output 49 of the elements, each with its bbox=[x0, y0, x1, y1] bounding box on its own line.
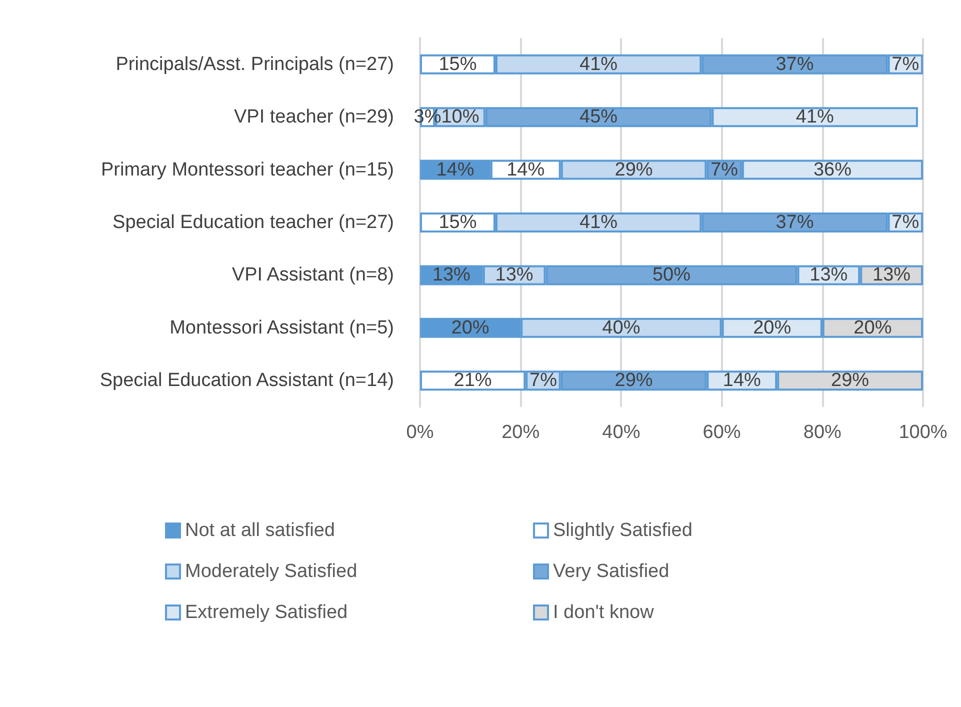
data-label: 14% bbox=[722, 370, 762, 392]
data-label: 14% bbox=[506, 159, 545, 180]
y-tick-label: VPI teacher (n=29) bbox=[234, 106, 394, 128]
data-label: 29% bbox=[831, 370, 870, 392]
data-label: 21% bbox=[454, 370, 492, 392]
y-tick-label: Special Education Assistant (n=14) bbox=[100, 370, 394, 392]
legend-label: Slightly Satisfied bbox=[553, 520, 692, 541]
x-tick-label: 100% bbox=[898, 422, 948, 443]
data-label: 37% bbox=[776, 54, 814, 75]
data-label: 7% bbox=[710, 159, 738, 180]
legend-label: Extremely Satisfied bbox=[185, 602, 348, 623]
x-tick-label: 0% bbox=[406, 422, 434, 443]
data-label: 14% bbox=[436, 159, 474, 180]
data-label: 15% bbox=[438, 212, 477, 233]
y-tick-label: Principals/Asst. Principals (n=27) bbox=[116, 54, 394, 75]
data-label: 13% bbox=[495, 264, 534, 286]
data-label: 13% bbox=[872, 264, 911, 286]
legend-label: I don't know bbox=[553, 602, 654, 623]
x-tick-label: 80% bbox=[803, 422, 842, 443]
data-label: 29% bbox=[614, 159, 653, 180]
y-tick-label: VPI Assistant (n=8) bbox=[232, 264, 394, 286]
data-label: 50% bbox=[652, 264, 691, 286]
data-label: 20% bbox=[753, 317, 792, 338]
legend-label: Not at all satisfied bbox=[185, 520, 335, 541]
data-label: 36% bbox=[813, 159, 852, 180]
data-label: 13% bbox=[432, 264, 471, 286]
data-label: 20% bbox=[854, 317, 892, 338]
legend-label: Very Satisfied bbox=[553, 561, 670, 582]
y-tick-label: Special Education teacher (n=27) bbox=[112, 212, 394, 233]
y-tick-label: Primary Montessori teacher (n=15) bbox=[100, 159, 394, 180]
x-tick-label: 20% bbox=[502, 422, 540, 443]
data-label: 7% bbox=[530, 370, 558, 392]
x-tick-label: 60% bbox=[702, 422, 741, 443]
data-label: 41% bbox=[580, 54, 618, 75]
data-label: 20% bbox=[451, 317, 490, 338]
x-tick-label: 40% bbox=[602, 422, 640, 443]
data-label: 15% bbox=[438, 54, 477, 75]
data-label: 40% bbox=[602, 317, 640, 338]
data-label: 13% bbox=[810, 264, 848, 286]
data-label: 7% bbox=[892, 54, 920, 75]
data-label: 37% bbox=[776, 212, 814, 233]
data-label: 10% bbox=[441, 106, 480, 128]
data-label: 7% bbox=[892, 212, 920, 233]
y-tick-label: Montessori Assistant (n=5) bbox=[170, 317, 394, 338]
legend-label: Moderately Satisfied bbox=[185, 561, 358, 582]
data-label: 41% bbox=[796, 106, 834, 128]
data-label: 41% bbox=[580, 212, 618, 233]
data-label: 45% bbox=[580, 106, 618, 128]
data-label: 29% bbox=[614, 370, 653, 392]
